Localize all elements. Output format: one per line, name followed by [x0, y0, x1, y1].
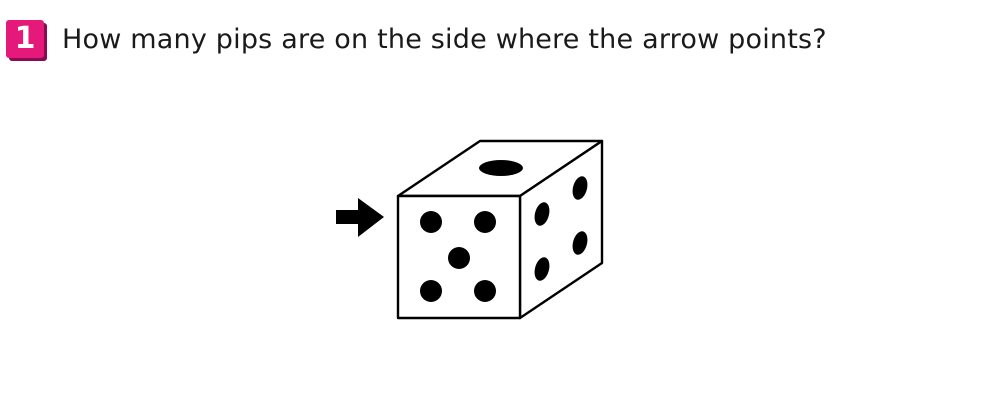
pip [448, 247, 470, 269]
pip [534, 257, 550, 281]
pip [420, 211, 442, 233]
pip [420, 280, 442, 302]
front-face-pips [420, 211, 496, 302]
pip [572, 176, 588, 200]
question-number-badge: 1 [6, 20, 44, 58]
side-face-pips [534, 176, 588, 281]
pip [474, 280, 496, 302]
top-face-pips [479, 160, 523, 176]
question-header: 1 How many pips are on the side where th… [6, 20, 827, 58]
arrow-right-icon [336, 198, 384, 237]
question-text: How many pips are on the side where the … [62, 23, 827, 55]
pip [479, 160, 523, 176]
pip [534, 202, 550, 226]
pip [572, 231, 588, 255]
pip [474, 211, 496, 233]
